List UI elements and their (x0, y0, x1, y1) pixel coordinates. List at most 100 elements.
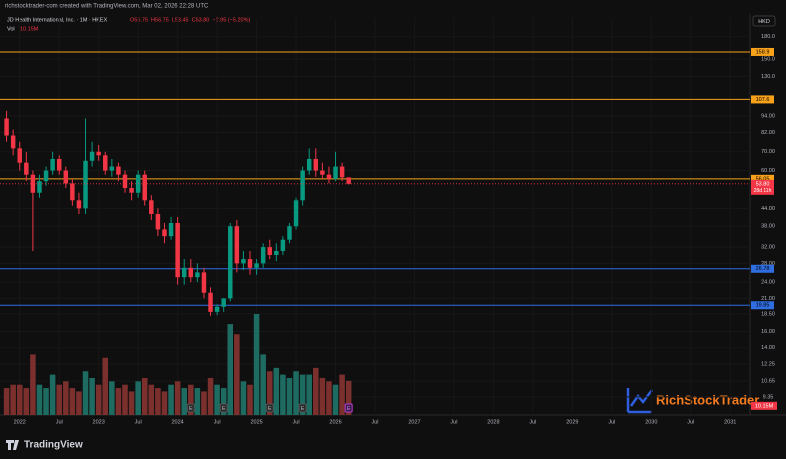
earnings-marker[interactable] (219, 403, 228, 413)
level-label-box (751, 47, 774, 56)
y-tick-label: 9.35 (763, 394, 774, 400)
volume-bar (280, 374, 286, 415)
earnings-marker[interactable] (265, 403, 274, 413)
candle-body (109, 166, 115, 171)
level-label: 56.05 (756, 176, 770, 182)
level-label-box (751, 301, 774, 310)
candle-body (89, 151, 95, 161)
volume-bar (43, 388, 49, 415)
candle-body (280, 239, 286, 251)
y-tick-label: 24.00 (761, 280, 775, 286)
earnings-marker-label: E (301, 406, 305, 412)
candle-body (43, 170, 49, 182)
earnings-marker[interactable] (298, 403, 307, 413)
x-tick-label: Jul (529, 419, 536, 425)
level-label: 158.9 (756, 49, 770, 55)
candle-body (10, 135, 16, 149)
y-tick-label: 60.00 (761, 168, 775, 174)
volume-legend-value: 10.15M (20, 26, 39, 32)
ohlc-value: C53.80 (192, 17, 210, 23)
candle-body (201, 272, 207, 293)
candle-body (83, 160, 88, 209)
level-label-box (751, 264, 774, 273)
ohlc-value: L53.45 (172, 17, 189, 23)
volume-bar (214, 384, 220, 415)
candle-body (63, 170, 69, 184)
candle-body (30, 174, 36, 193)
volume-bar (332, 384, 339, 415)
candle-body (149, 200, 154, 214)
last-price-label: 53.80 (756, 181, 770, 187)
candle-body (17, 148, 22, 163)
volume-bar (266, 371, 273, 415)
x-tick-label: Jul (371, 419, 378, 425)
volume-bar (155, 388, 161, 415)
volume-bar (69, 388, 76, 415)
earnings-marker-label: E (268, 406, 272, 412)
ohlc-value: −2.95 (−5.20%) (212, 17, 250, 23)
volume-bar (89, 377, 95, 415)
x-tick-label: 2023 (93, 419, 105, 425)
level-label-box (751, 95, 774, 104)
level-label: 19.85 (756, 303, 770, 309)
candle-body (168, 223, 174, 237)
candle-body (260, 247, 266, 264)
volume-label: 10.15M (755, 403, 774, 409)
y-tick-label: 38.00 (761, 224, 775, 230)
y-tick-label: 180.0 (761, 34, 775, 40)
candle-body (155, 213, 161, 230)
volume-label-box (751, 401, 777, 410)
credit: richstocktrader-com created with Trading… (5, 4, 209, 10)
volume-bar (181, 388, 187, 415)
earnings-marker[interactable] (186, 403, 195, 413)
candle-body (4, 118, 9, 136)
earnings-marker[interactable] (344, 403, 353, 413)
volume-bar (16, 384, 23, 415)
y-tick-label: 10.65 (761, 379, 775, 385)
candle-body (70, 183, 75, 201)
volume-bar (109, 381, 115, 415)
volume-bar (306, 374, 312, 415)
candle-body (56, 158, 62, 171)
x-tick-label: 2024 (172, 419, 184, 425)
currency-box[interactable] (752, 15, 776, 27)
x-tick-label: Jul (608, 419, 615, 425)
volume-bar (95, 384, 102, 415)
candle-body (181, 267, 187, 278)
x-tick-label: 2029 (566, 419, 578, 425)
candle-body (326, 174, 332, 179)
candle-body (234, 226, 240, 264)
volume-bar (260, 354, 266, 415)
y-tick-label: 21.00 (761, 296, 775, 302)
volume-bar (56, 384, 62, 415)
y-tick-label: 82.00 (761, 130, 775, 136)
ohlc-legend: O56.75 H56.75 L53.45 C53.80 −2.95 (−5.20%) (130, 17, 250, 23)
volume-bar (36, 384, 43, 415)
volume-bar (141, 377, 148, 415)
candle-body (24, 162, 29, 175)
x-tick-label: Jul (56, 419, 63, 425)
y-tick-label: 44.00 (761, 206, 775, 212)
volume-bar (234, 334, 240, 415)
level-label-box (751, 174, 774, 183)
volume-bar (148, 384, 155, 415)
x-tick-label: 2025 (250, 419, 262, 425)
volume-bar (326, 381, 332, 415)
candle-body (129, 187, 134, 193)
volume-bar (313, 367, 319, 415)
ohlc-value: H56.75 (151, 17, 169, 23)
x-tick-label: Jul (214, 419, 221, 425)
candle-body (333, 166, 338, 179)
volume-bar (63, 381, 69, 415)
candle-body (300, 170, 305, 201)
volume-bar (128, 391, 135, 415)
volume-bar (247, 384, 253, 415)
candle-body (287, 226, 292, 240)
candle-body (221, 298, 226, 307)
volume-bar (122, 384, 128, 415)
candle-body (339, 166, 345, 178)
candle-body (122, 174, 128, 188)
y-tick-label: 16.00 (761, 329, 775, 335)
x-tick-label: 2026 (329, 419, 341, 425)
